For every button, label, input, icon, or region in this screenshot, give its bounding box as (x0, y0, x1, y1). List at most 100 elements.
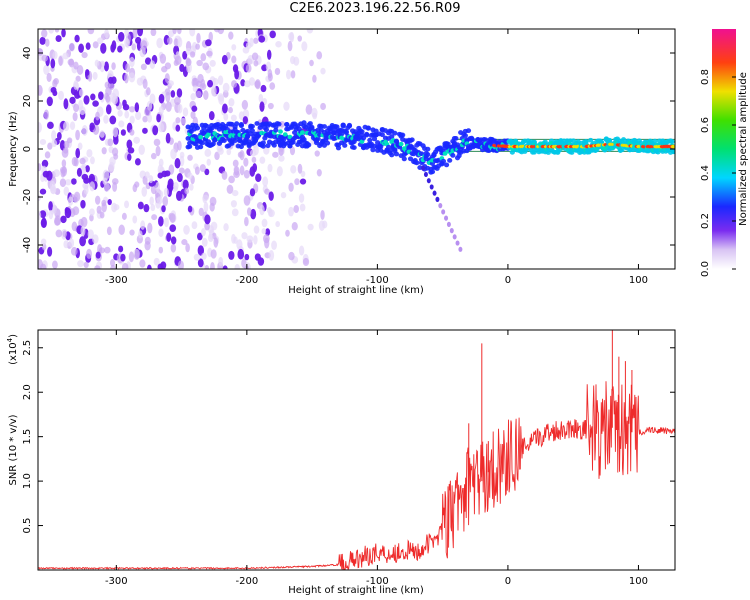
spectrogram-cell (161, 205, 166, 213)
spectrogram-cell (268, 209, 273, 217)
spectrogram-cell (187, 154, 193, 161)
spectrogram-cell (218, 256, 224, 267)
spectrogram-cell (249, 37, 254, 48)
spectrogram-cell (92, 41, 99, 49)
spectrogram-cell (212, 77, 219, 87)
spectrogram-cell (112, 181, 118, 192)
spectrogram-ridge-cell (364, 132, 370, 138)
spectrogram-ridge-cell (483, 137, 489, 143)
spectrogram-tail-cell (458, 246, 463, 252)
spectrogram-ridge-cell (300, 130, 305, 135)
spectrogram-ridge-cell (343, 129, 349, 135)
spectrogram-cell (248, 77, 256, 86)
spectrogram-cell (231, 44, 237, 51)
colorbar-tick-label: 0.4 (700, 165, 711, 181)
spectrogram-cell (267, 163, 273, 173)
spectrogram-cell (38, 122, 42, 133)
spectrogram-cell (131, 43, 136, 51)
spectrogram-cell (70, 246, 78, 256)
spectrogram-cell (105, 104, 112, 115)
spectrogram-ridge-cell (365, 125, 371, 131)
spectrogram-cell (47, 121, 54, 130)
spectrogram-cell (94, 59, 100, 67)
colorbar-label: Normalized spectral amplitude (738, 72, 749, 226)
spectrogram-cell (177, 103, 183, 114)
snr-x-tick-label: -300 (105, 576, 128, 587)
spectrogram-cell (283, 101, 290, 111)
spectrogram-cell (170, 148, 177, 160)
spectrogram-cell (240, 79, 246, 87)
spectrogram-x-tick-label: -100 (366, 275, 389, 286)
spectrogram-cell (189, 51, 196, 58)
svg-text:(x104): (x104) (6, 334, 19, 365)
spectrogram-cell (239, 165, 245, 176)
spectrogram-cell (61, 159, 67, 168)
spectrogram-cell (298, 245, 305, 256)
spectrogram-cell (150, 152, 157, 160)
spectrogram-ridge-cell (187, 144, 193, 149)
spectrogram-cell (138, 230, 143, 239)
spectrogram-ridge-cell (234, 121, 240, 127)
spectrogram-cell (186, 58, 192, 67)
spectrogram-ridge-cell (462, 133, 468, 139)
spectrogram-cell (72, 112, 78, 122)
spectrogram-cell (73, 103, 80, 113)
spectrogram-cell (94, 195, 101, 205)
spectrogram-ridge-cell (545, 150, 551, 155)
spectrogram-cell (204, 265, 210, 269)
spectrogram-cell (197, 258, 204, 268)
spectrogram-ridge-cell (278, 129, 283, 134)
spectrogram-cell (275, 41, 282, 48)
spectrogram-cell (133, 136, 140, 144)
spectrogram-cell (121, 262, 129, 269)
spectrogram-cell (190, 92, 196, 101)
spectrogram-cell (291, 221, 298, 231)
spectrogram-cell (85, 165, 90, 173)
spectrogram-cell (46, 96, 53, 107)
spectrogram-cell (137, 201, 144, 210)
spectrogram-cell (243, 169, 250, 179)
spectrogram-cell (96, 205, 102, 214)
spectrogram-ridge-cell (260, 143, 266, 149)
spectrogram-cell (269, 82, 276, 90)
spectrogram-cell (237, 248, 245, 260)
spectrogram-tail-cell (455, 240, 460, 246)
spectrogram-cell (72, 206, 80, 216)
spectrogram-cell (50, 87, 57, 94)
spectrogram-cell (258, 93, 264, 103)
spectrogram-ridge-cell (351, 145, 357, 151)
snr-y-ticks: 0.5 1.0 1.5 2.0 2.5 (22, 340, 675, 534)
spectrogram-ridge-cell (249, 123, 255, 129)
spectrogram-cell (98, 91, 104, 100)
spectrogram-ridge-peak (670, 144, 675, 149)
spectrogram-cell (251, 156, 257, 163)
spectrogram-cell (209, 59, 216, 67)
spectrogram-cell (51, 130, 57, 141)
spectrogram-cell (125, 63, 131, 73)
spectrogram-y-tick-label: 0 (22, 146, 33, 152)
spectrogram-cell (52, 204, 58, 214)
spectrogram-cell (297, 163, 303, 174)
spectrogram-cell (196, 32, 201, 44)
spectrogram-cell (251, 52, 259, 61)
spectrogram-ridge-cell (652, 138, 658, 144)
spectrogram-cell (290, 165, 297, 174)
spectrogram-cell (147, 222, 153, 234)
spectrogram-cell (223, 113, 229, 121)
spectrogram-cell (155, 145, 161, 157)
spectrogram-cell (170, 236, 177, 245)
spectrogram-cell (48, 29, 54, 34)
spectrogram-cell (204, 168, 210, 176)
spectrogram-cell (80, 199, 86, 209)
spectrogram-ridge-cell (238, 123, 244, 129)
spectrogram-cell (78, 43, 84, 53)
spectrogram-cell (226, 148, 232, 156)
spectrogram-cell (139, 259, 146, 268)
spectrogram-cell (48, 209, 54, 220)
spectrogram-cell (269, 30, 276, 39)
spectrogram-cell (246, 207, 252, 216)
spectrogram-cell (39, 138, 47, 146)
spectrogram-ridge-cell (265, 143, 271, 149)
spectrogram-cell (52, 79, 58, 88)
